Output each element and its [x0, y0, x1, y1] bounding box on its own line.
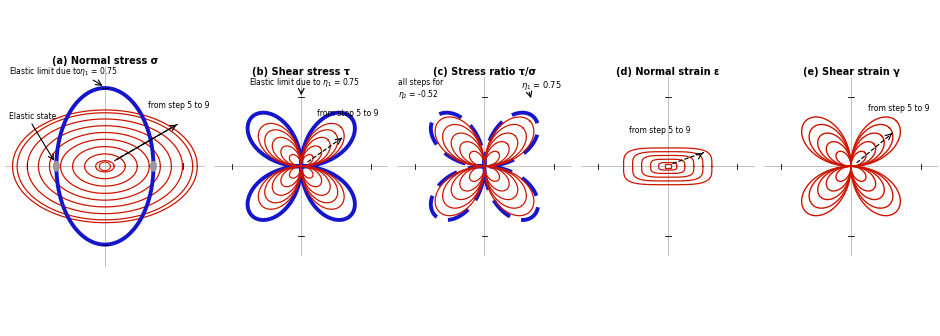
Text: from step 5 to 9: from step 5 to 9 — [148, 100, 210, 110]
Ellipse shape — [149, 161, 157, 172]
Title: (d) Normal strain ε: (d) Normal strain ε — [616, 67, 719, 77]
Text: from step 5 to 9: from step 5 to 9 — [317, 109, 378, 118]
Title: (b) Shear stress τ: (b) Shear stress τ — [252, 67, 351, 77]
Text: $\eta_2$ = -0.52: $\eta_2$ = -0.52 — [398, 88, 439, 100]
Bar — [665, 164, 671, 168]
Text: Elastic limit due to $\eta_1$ = 0.75: Elastic limit due to $\eta_1$ = 0.75 — [249, 76, 360, 89]
Title: (a) Normal stress σ: (a) Normal stress σ — [52, 56, 158, 66]
Title: (e) Shear strain γ: (e) Shear strain γ — [803, 67, 900, 77]
Text: from step 5 to 9: from step 5 to 9 — [869, 103, 930, 113]
Text: all steps for: all steps for — [398, 78, 444, 87]
Text: Elastic limit due to$\eta_1$ = 0.75: Elastic limit due to$\eta_1$ = 0.75 — [9, 65, 118, 78]
Text: from step 5 to 9: from step 5 to 9 — [630, 126, 691, 135]
Text: Elastic state: Elastic state — [9, 112, 56, 121]
Title: (c) Stress ratio τ/σ: (c) Stress ratio τ/σ — [433, 67, 536, 77]
Ellipse shape — [53, 161, 60, 172]
Text: $\eta_1$ = 0.75: $\eta_1$ = 0.75 — [521, 79, 561, 92]
